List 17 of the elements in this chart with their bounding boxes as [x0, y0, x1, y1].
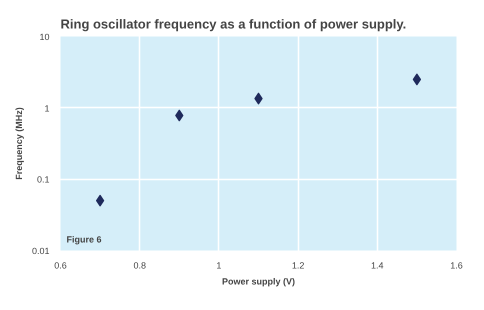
x-tick-label: 1.2	[292, 260, 304, 270]
point	[96, 194, 104, 207]
y-tick-label: 1	[44, 103, 50, 114]
annotation: Figure 6	[66, 234, 102, 244]
chart-title: Ring oscillator frequency as a function of power supply.	[60, 16, 406, 32]
y-tick-label: 0.1	[36, 174, 50, 185]
x-axis-title: Power supply (V)	[222, 276, 296, 286]
x-tick-label: 0.6	[54, 260, 67, 270]
x-tick-label: 1.6	[450, 260, 463, 270]
x-tick-label: 0.8	[133, 260, 146, 270]
point	[412, 73, 422, 86]
x-tick-label: 1	[216, 260, 222, 270]
x-tick-label: 1.4	[371, 260, 384, 270]
y-tick-label: 10	[39, 32, 50, 42]
y-tick-label: 0.01	[32, 246, 50, 256]
point	[254, 92, 263, 105]
y-axis-title: Frequency (MHz)	[14, 107, 24, 180]
